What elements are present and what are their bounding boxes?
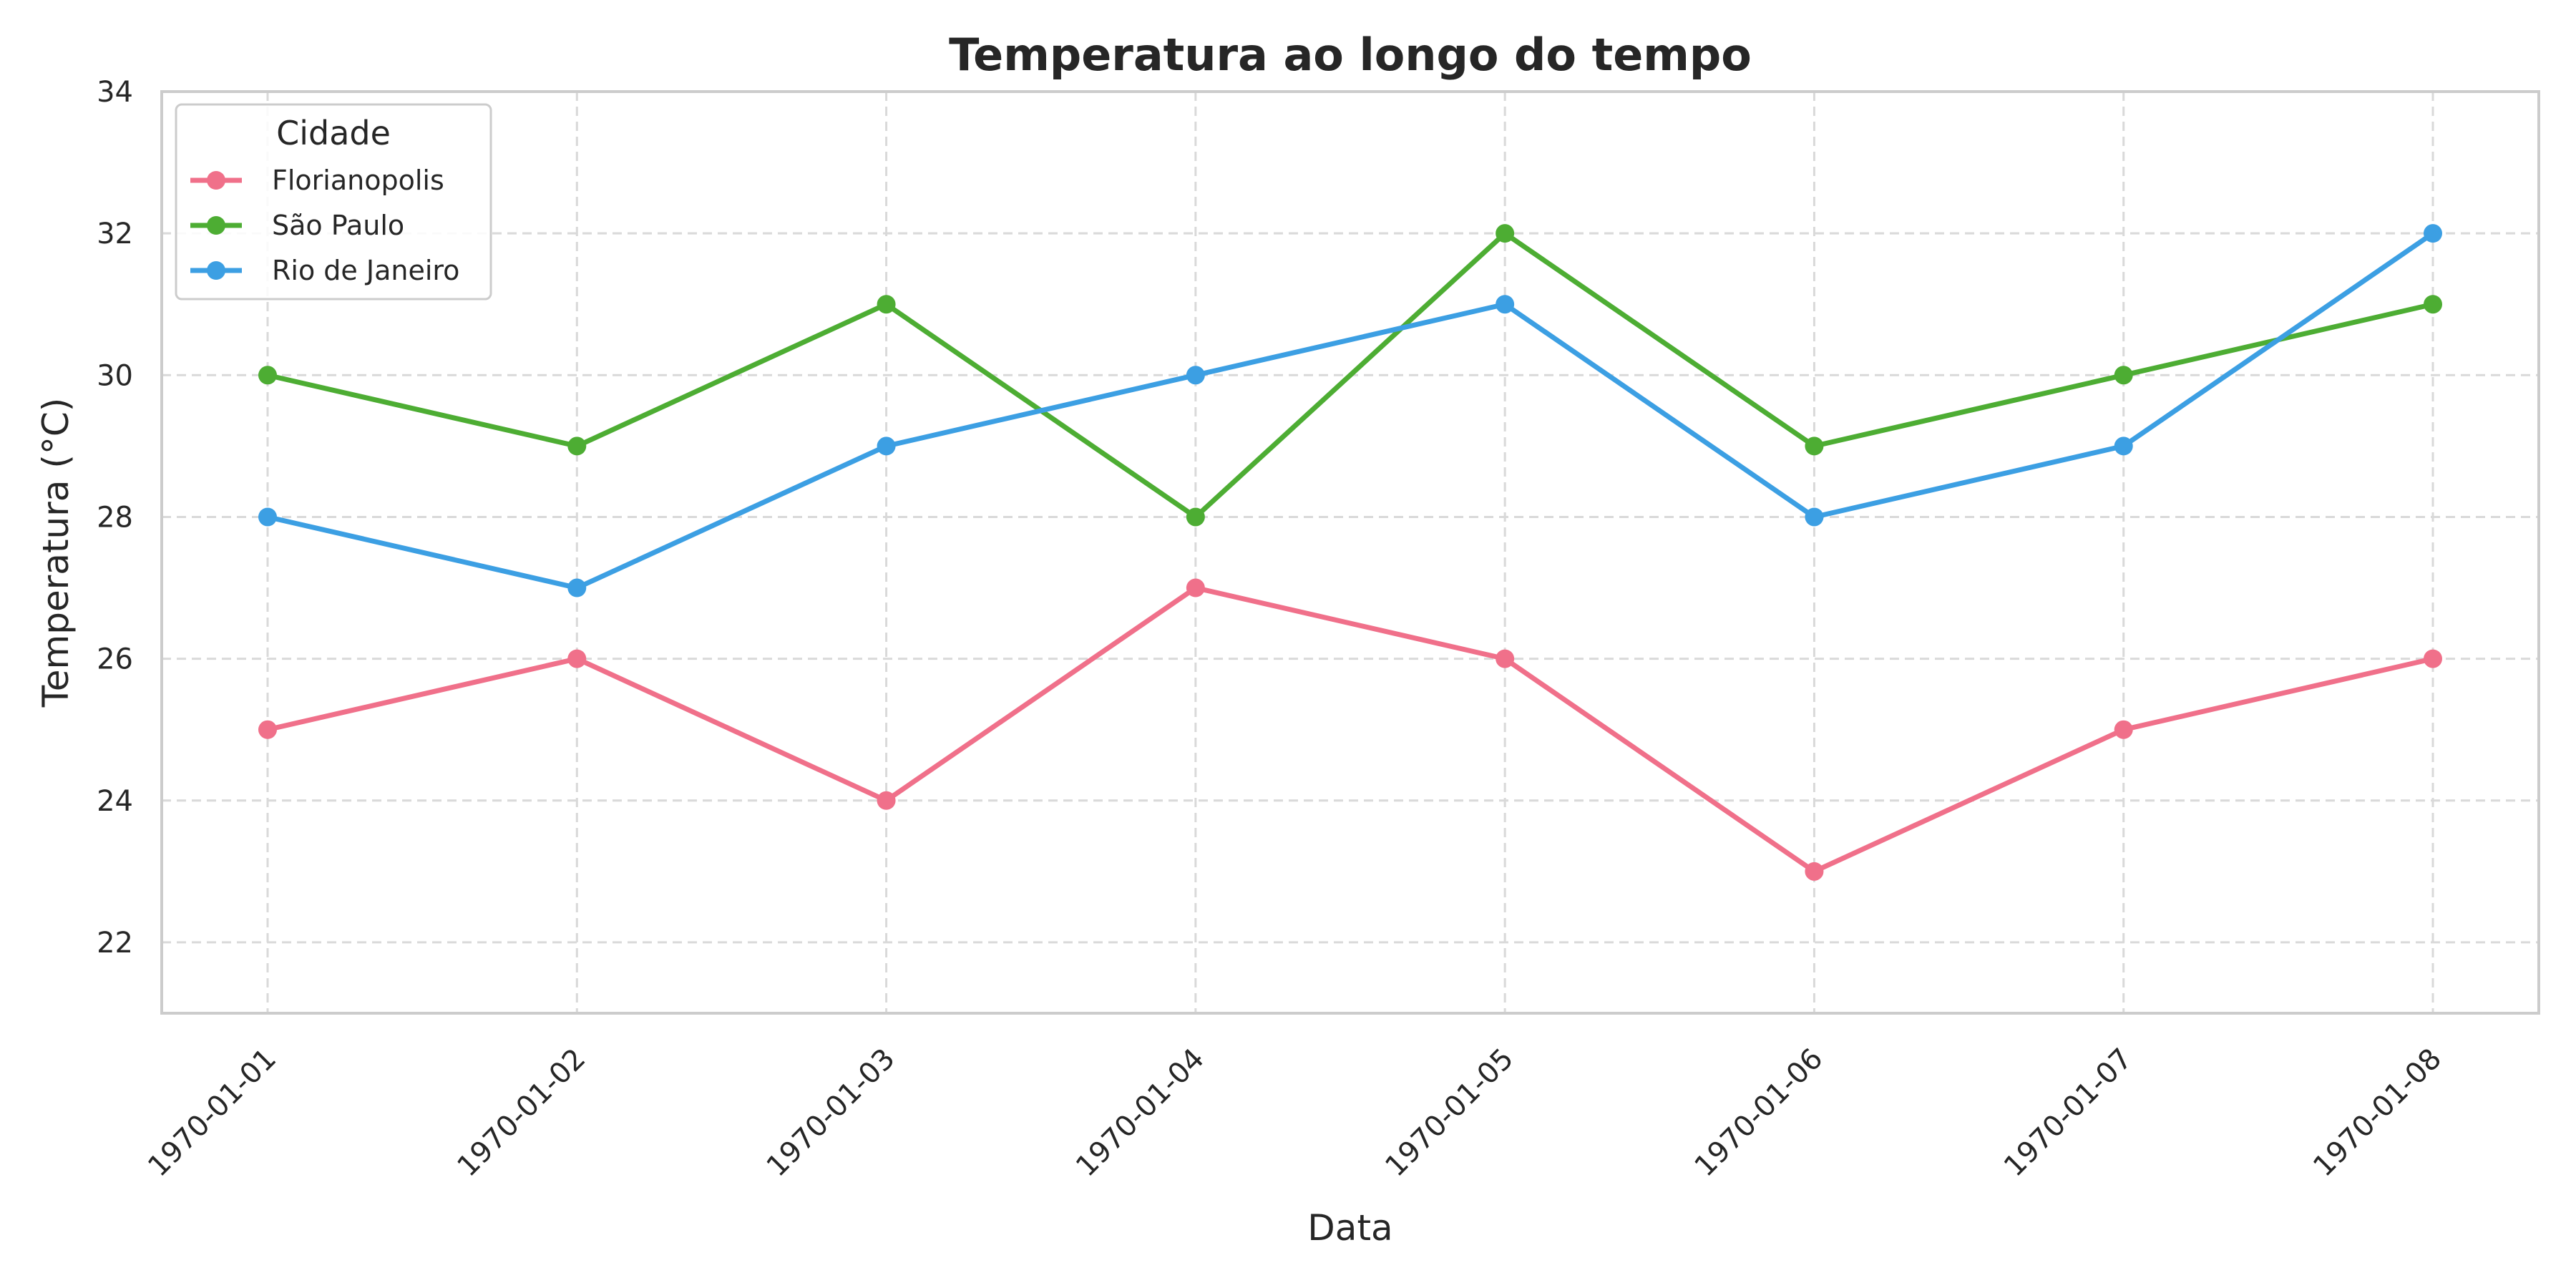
data-point-sao-paulo [567,436,587,456]
data-point-rio-de-janeiro [567,578,587,597]
series-line-sao-paulo [265,230,2436,519]
data-point-rio-de-janeiro [1496,295,1515,314]
legend: Cidade Florianopolis São Paulo Rio de Jane… [175,103,492,301]
data-point-sao-paulo [1805,436,1824,456]
y-tick-label: 28 [97,501,133,534]
data-point-rio-de-janeiro [877,436,896,456]
series-line-florianopolis [265,585,2436,874]
legend-items: Florianopolis São Paulo Rio de Janeiro [190,165,459,286]
data-point-rio-de-janeiro [1805,507,1824,527]
data-point-rio-de-janeiro [2114,436,2133,456]
data-point-florianopolis [567,649,587,668]
x-tick-label: 1970-01-03 [761,1043,902,1184]
legend-title: Cidade [276,114,391,152]
legend-label: São Paulo [272,210,404,241]
legend-swatch-marker [207,261,225,280]
data-point-florianopolis [1186,578,1205,597]
data-point-sao-paulo [2424,295,2442,314]
x-tick-label: 1970-01-04 [1070,1043,1211,1184]
data-point-sao-paulo [258,366,277,385]
data-point-florianopolis [877,791,896,810]
legend-label: Rio de Janeiro [272,255,459,286]
y-axis-ticks: 22 24 26 28 30 32 34 [97,76,133,960]
y-tick-label: 32 [97,218,133,250]
y-tick-label: 24 [97,785,133,818]
data-point-sao-paulo [1496,224,1515,243]
data-point-sao-paulo [1186,507,1205,527]
x-axis-ticks: 1970-01-01 1970-01-02 1970-01-03 1970-01-04… [142,1043,2448,1184]
data-point-rio-de-janeiro [1186,366,1205,385]
chart-title: Temperatura ao longo do tempo [949,29,1752,81]
data-point-rio-de-janeiro [2424,224,2442,243]
legend-swatch-marker [207,216,225,235]
data-point-sao-paulo [877,295,896,314]
grid [162,92,2539,1013]
data-point-florianopolis [258,720,277,739]
data-point-florianopolis [1805,862,1824,881]
series-line-rio-de-janeiro [265,230,2436,591]
x-tick-label: 1970-01-01 [142,1043,283,1184]
legend-swatch-marker [207,171,225,190]
plot-frame [160,90,2540,1015]
series-sao-paulo [258,224,2442,527]
legend-item: Florianopolis [190,165,444,196]
y-tick-label: 22 [97,927,133,960]
series-group [258,224,2442,881]
x-tick-label: 1970-01-02 [451,1043,592,1184]
x-tick-label: 1970-01-05 [1379,1043,1520,1184]
data-point-florianopolis [2114,720,2133,739]
legend-item: Rio de Janeiro [190,255,459,286]
data-point-rio-de-janeiro [258,507,277,527]
data-point-florianopolis [2424,649,2442,668]
x-axis-title: Data [1307,1207,1392,1249]
y-axis-title: Temperatura (°C) [35,398,77,708]
legend-label: Florianopolis [272,165,444,196]
x-tick-label: 1970-01-08 [2307,1043,2448,1184]
x-tick-label: 1970-01-07 [1998,1043,2139,1184]
y-tick-label: 30 [97,359,133,392]
series-florianopolis [258,578,2442,881]
legend-box [175,103,492,301]
x-tick-label: 1970-01-06 [1689,1043,1830,1184]
y-tick-label: 26 [97,643,133,676]
series-rio-de-janeiro [258,224,2442,597]
y-tick-label: 34 [97,76,133,109]
data-point-sao-paulo [2114,366,2133,385]
legend-item: São Paulo [190,210,404,241]
data-point-florianopolis [1496,649,1515,668]
